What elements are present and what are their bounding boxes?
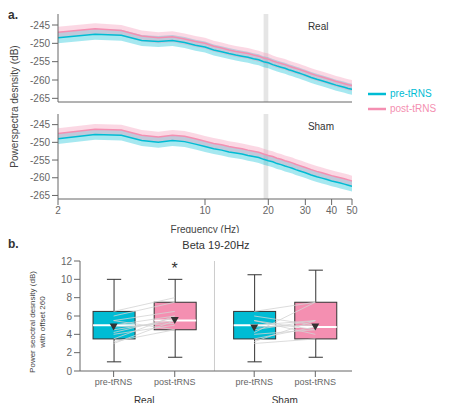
svg-text:12: 12 xyxy=(61,256,73,267)
svg-text:-245: -245 xyxy=(30,20,50,31)
svg-text:-260: -260 xyxy=(30,75,50,86)
svg-text:-250: -250 xyxy=(30,137,50,148)
svg-text:-250: -250 xyxy=(30,38,50,49)
svg-text:30: 30 xyxy=(300,205,312,216)
svg-text:post-tRNS: post-tRNS xyxy=(154,377,196,387)
svg-text:post-tRNS: post-tRNS xyxy=(295,377,337,387)
svg-text:Sham: Sham xyxy=(272,395,298,403)
svg-text:4: 4 xyxy=(66,329,72,340)
svg-text:*: * xyxy=(172,260,178,277)
svg-text:40: 40 xyxy=(326,205,338,216)
html-text:b.: b. xyxy=(8,237,19,251)
svg-text:6: 6 xyxy=(66,311,72,322)
html-text:pre-tRNS: pre-tRNS xyxy=(390,88,432,99)
html-text:Real: Real xyxy=(307,21,329,32)
svg-text:2: 2 xyxy=(66,347,72,358)
html-text:Beta 19-20Hz: Beta 19-20Hz xyxy=(182,239,250,251)
svg-text:50: 50 xyxy=(346,205,358,216)
svg-text:8: 8 xyxy=(66,292,72,303)
svg-text:2: 2 xyxy=(55,205,61,216)
html-text:post-tRNS: post-tRNS xyxy=(390,103,437,114)
svg-text:0: 0 xyxy=(66,366,72,377)
svg-text:Frequency (Hz): Frequency (Hz) xyxy=(171,224,240,233)
svg-text:-260: -260 xyxy=(30,172,50,183)
svg-text:Powerspectra desnsity (dB): Powerspectra desnsity (dB) xyxy=(9,45,20,167)
svg-text:10: 10 xyxy=(199,205,211,216)
svg-text:-245: -245 xyxy=(30,119,50,130)
svg-text:pre-tRNS: pre-tRNS xyxy=(235,377,273,387)
svg-text:Power seoctral desnsity (dB)wi: Power seoctral desnsity (dB)with offset … xyxy=(28,271,47,373)
html-text:Sham: Sham xyxy=(307,120,334,132)
svg-text:Real: Real xyxy=(134,395,155,403)
svg-text:-265: -265 xyxy=(30,190,50,201)
html-text:a.: a. xyxy=(8,8,18,22)
svg-text:20: 20 xyxy=(263,205,275,216)
svg-text:-265: -265 xyxy=(30,93,50,104)
svg-text:10: 10 xyxy=(61,274,73,285)
svg-text:-255: -255 xyxy=(30,56,50,67)
svg-text:-255: -255 xyxy=(30,155,50,166)
svg-text:pre-tRNS: pre-tRNS xyxy=(95,377,133,387)
